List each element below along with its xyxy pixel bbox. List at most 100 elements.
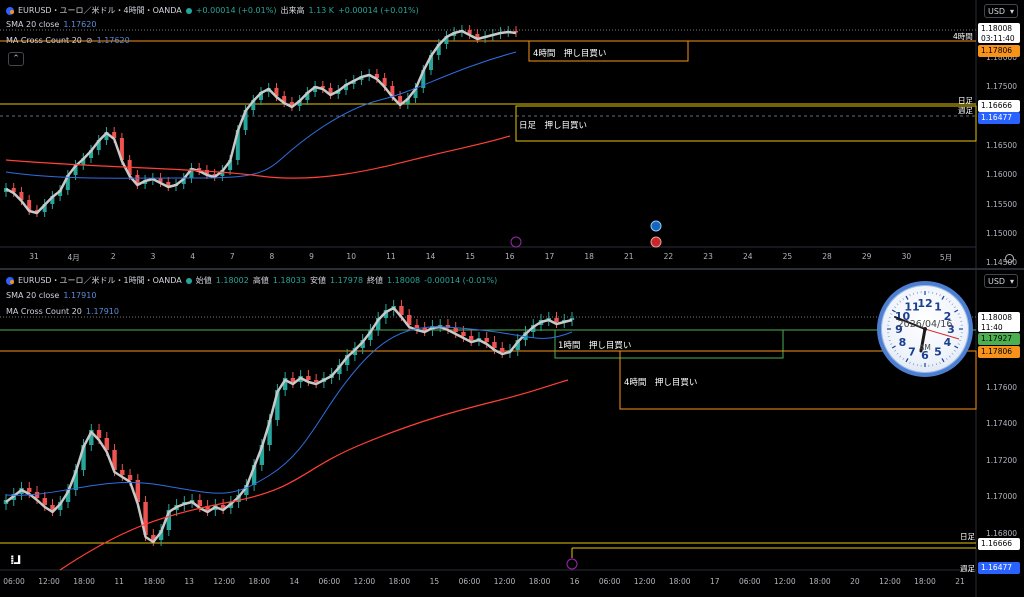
candle-body xyxy=(289,102,294,106)
price-axis-label: 1.17200 xyxy=(986,455,1018,465)
price-axis-label: 1.15500 xyxy=(986,199,1018,209)
high-label: 高値 xyxy=(252,276,269,285)
candle-body xyxy=(73,165,78,175)
h4-zone-label: 4時間 押し目買い xyxy=(624,378,698,388)
clock-tick xyxy=(894,349,897,352)
candle-body xyxy=(267,420,272,445)
clock-tick xyxy=(954,345,959,349)
clock-tick xyxy=(891,345,896,349)
indicator-legend-sma[interactable]: SMA 20 close 1.17910 xyxy=(6,291,96,300)
time-axis-label: 22 xyxy=(663,252,674,261)
candle-body xyxy=(328,88,333,94)
close-label: 終値 xyxy=(367,276,384,285)
candle-body xyxy=(444,36,449,44)
candle-body xyxy=(50,505,55,510)
ma-cross-line xyxy=(5,135,511,179)
time-axis-label: 9 xyxy=(309,252,314,261)
chart-pane-1h[interactable]: EURUSD・ユーロ／米ドル・1時間・OANDA 始値 1.18002 高値 1… xyxy=(0,270,1024,597)
candle-body xyxy=(437,325,443,327)
clock-tick xyxy=(888,316,891,319)
candle-body xyxy=(181,178,186,184)
chart-pane-4h[interactable]: EURUSD・ユーロ／米ドル・4時間・OANDA +0.00014 (+0.01… xyxy=(0,0,1024,268)
settings-gear-icon[interactable] xyxy=(1005,254,1014,263)
candle-body xyxy=(65,490,71,502)
clock-tick xyxy=(935,363,938,366)
sma-20-line xyxy=(5,326,573,496)
time-axis-label: 17 xyxy=(709,577,720,586)
candle-body xyxy=(243,110,248,130)
candle-body xyxy=(104,438,109,450)
eu-event-icon xyxy=(650,220,662,232)
price-axis-label: 1.16800 xyxy=(986,528,1018,538)
pane-divider[interactable] xyxy=(0,268,1024,270)
clock-numeral: 11 xyxy=(904,301,919,314)
candle-body xyxy=(275,390,280,420)
market-open-icon xyxy=(185,277,192,284)
sma-20-line xyxy=(5,51,517,179)
yellow-line-tag: 1.16666 xyxy=(978,538,1020,550)
clock-second-hand xyxy=(924,328,960,340)
currency-label: USD xyxy=(988,276,1006,286)
price-axis-label: 1.17500 xyxy=(986,82,1018,92)
clock-tick xyxy=(902,357,905,360)
indicator-legend-ma-cross[interactable]: MA Cross Count 20 ⊘ 1.17620 xyxy=(6,36,130,45)
chart-canvas-4h[interactable] xyxy=(0,0,1024,268)
price-axis-label: 1.17000 xyxy=(986,492,1018,502)
price-change: +0.00014 (+0.01%) xyxy=(195,6,277,15)
candle-body xyxy=(515,340,520,350)
time-axis-label: 28 xyxy=(822,252,832,261)
clock-tick xyxy=(957,313,960,315)
candle-body xyxy=(274,88,279,96)
time-axis-label: 10 xyxy=(346,252,356,261)
candle-body xyxy=(523,332,528,340)
candle-body xyxy=(197,500,203,506)
candle-body xyxy=(259,92,263,100)
candle-body xyxy=(89,430,94,445)
candle-body xyxy=(244,485,249,495)
candle-body xyxy=(127,475,133,480)
candle-body xyxy=(282,96,287,102)
open-label: 始値 xyxy=(195,276,212,285)
symbol-title[interactable]: EURUSD・ユーロ／米ドル・1時間・OANDA xyxy=(18,276,182,285)
candle-body xyxy=(119,138,124,160)
chart-canvas-1h[interactable] xyxy=(0,270,1024,597)
time-axis-label: 06:00 xyxy=(3,577,25,586)
symbol-title[interactable]: EURUSD・ユーロ／米ドル・4時間・OANDA xyxy=(18,6,182,15)
candle-body xyxy=(374,74,379,78)
daily-zone-label: 日足 押し目買い xyxy=(519,121,588,131)
candle-body xyxy=(73,470,78,490)
candle-body xyxy=(413,88,418,98)
candle-body xyxy=(399,306,404,315)
candle-body xyxy=(120,470,125,475)
time-axis-label: 06:00 xyxy=(598,577,621,586)
candle-body xyxy=(500,348,505,352)
candle-body xyxy=(360,340,365,348)
clock-tick xyxy=(905,358,909,363)
candle-body xyxy=(390,86,395,96)
candle-body xyxy=(96,140,101,150)
candle-body xyxy=(204,170,209,174)
candle-body xyxy=(19,192,24,200)
price-axis-label: 1.17600 xyxy=(986,383,1018,392)
collapse-legend-button[interactable]: ⌃ xyxy=(8,52,24,66)
clock-tick xyxy=(912,292,915,295)
h4-line-label: 4時間 xyxy=(953,32,973,41)
indicator-name: MA Cross Count 20 xyxy=(6,36,82,45)
candle-body xyxy=(405,98,410,104)
symbol-legend: EURUSD・ユーロ／米ドル・4時間・OANDA +0.00014 (+0.01… xyxy=(6,5,419,16)
hidden-eye-icon[interactable]: ⊘ xyxy=(85,36,93,45)
time-axis-label: 7 xyxy=(229,252,235,261)
time-axis-label: 12:00 xyxy=(38,577,60,586)
candle-body xyxy=(166,182,171,186)
candle-body xyxy=(166,510,172,530)
currency-selector[interactable]: USD ▾ xyxy=(984,274,1018,288)
clock-ampm: AM xyxy=(919,343,931,352)
candle-body xyxy=(42,204,47,212)
weekly-line-label: 週足 xyxy=(960,564,975,573)
currency-selector[interactable]: USD ▾ xyxy=(984,4,1018,18)
indicator-legend-sma[interactable]: SMA 20 close 1.17620 xyxy=(6,20,96,29)
indicator-legend-ma-cross[interactable]: MA Cross Count 20 1.17910 xyxy=(6,307,119,316)
candle-body xyxy=(313,380,319,382)
candle-body xyxy=(484,338,489,342)
candle-body xyxy=(554,318,559,322)
